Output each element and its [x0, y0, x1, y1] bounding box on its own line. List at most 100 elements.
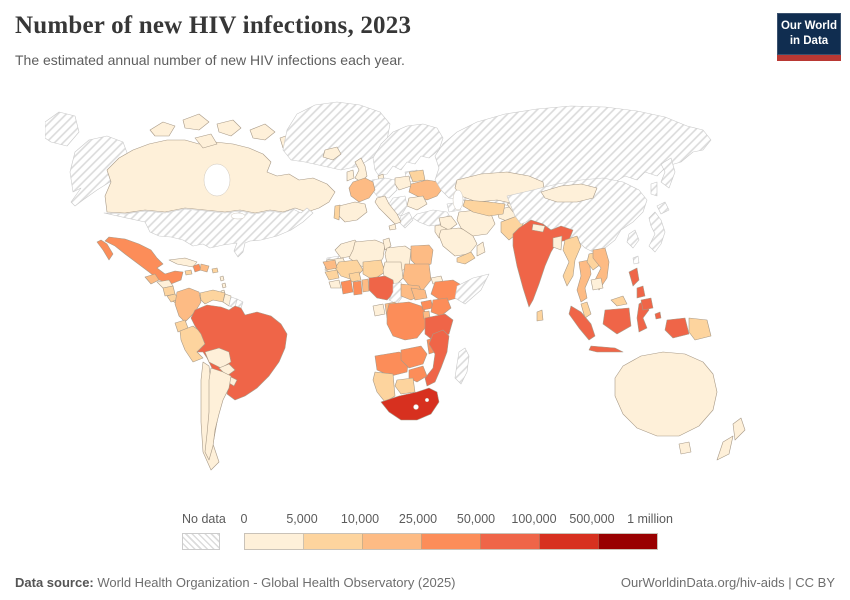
- country-belarus[interactable]: [408, 169, 426, 183]
- country-iceland[interactable]: [322, 146, 342, 161]
- country-egypt[interactable]: [410, 244, 434, 269]
- country-cuba[interactable]: [168, 257, 198, 268]
- country-argentina[interactable]: [204, 367, 232, 461]
- page-subtitle: The estimated annual number of new HIV i…: [15, 52, 405, 68]
- country-niger[interactable]: [362, 259, 386, 281]
- country-somalia[interactable]: [454, 273, 490, 305]
- country-mexico[interactable]: [104, 236, 184, 285]
- country-nordic[interactable]: [372, 123, 444, 177]
- country-south-africa[interactable]: [380, 387, 440, 421]
- legend-tick-label: 50,000: [456, 512, 496, 526]
- country-central-europe[interactable]: [370, 177, 398, 199]
- country-dominican-republic[interactable]: [199, 263, 210, 273]
- country-guatemala[interactable]: [144, 273, 160, 285]
- country-india[interactable]: [512, 219, 574, 308]
- country-dr-congo[interactable]: [386, 301, 428, 341]
- country-mozambique[interactable]: [424, 329, 450, 387]
- country-bolivia[interactable]: [204, 347, 232, 369]
- world-map[interactable]: [44, 100, 805, 500]
- country-sri-lanka[interactable]: [536, 309, 544, 322]
- country-zimbabwe[interactable]: [408, 365, 428, 383]
- country-cambodia[interactable]: [590, 277, 604, 291]
- owid-logo[interactable]: Our World in Data: [777, 13, 841, 61]
- country-kenya[interactable]: [430, 297, 452, 317]
- country-poland[interactable]: [394, 175, 412, 191]
- country-spain[interactable]: [336, 201, 368, 223]
- country-thailand[interactable]: [576, 259, 592, 303]
- country-nepal[interactable]: [531, 223, 546, 233]
- country-taiwan[interactable]: [632, 255, 640, 265]
- country-mongolia[interactable]: [540, 183, 598, 203]
- country-tunisia[interactable]: [382, 237, 392, 251]
- legend-no-data-label: No data: [182, 512, 226, 526]
- country-angola[interactable]: [374, 351, 410, 377]
- country-papua-new-guinea[interactable]: [688, 317, 712, 341]
- country-gabon[interactable]: [372, 303, 386, 317]
- country-uzbekistan-turkmenistan[interactable]: [462, 199, 506, 217]
- country-brazil[interactable]: [190, 304, 288, 401]
- country-malaysia[interactable]: [580, 295, 628, 319]
- country-mexico-baja[interactable]: [96, 239, 114, 261]
- legend-bin-2[interactable]: [363, 534, 422, 549]
- legend-bin-1[interactable]: [304, 534, 363, 549]
- country-madagascar[interactable]: [454, 347, 470, 385]
- eswatini: [424, 397, 430, 403]
- country-senegal[interactable]: [322, 259, 338, 271]
- country-namibia[interactable]: [372, 371, 396, 403]
- country-italy[interactable]: [374, 195, 402, 231]
- legend-no-data[interactable]: No data: [182, 512, 226, 550]
- country-greenland[interactable]: [282, 101, 391, 171]
- legend-no-data-swatch[interactable]: [182, 533, 220, 550]
- country-ghana[interactable]: [352, 280, 363, 296]
- country-russia-kamchatka[interactable]: [650, 157, 676, 197]
- lesotho: [413, 404, 419, 410]
- country-venezuela[interactable]: [199, 289, 226, 305]
- country-sierra-leone-liberia[interactable]: [328, 279, 342, 289]
- country-burkina-faso[interactable]: [348, 271, 362, 283]
- country-united-states[interactable]: [103, 207, 314, 258]
- legend-bin-0[interactable]: [245, 534, 304, 549]
- hudson-bay: [203, 163, 231, 197]
- legend-bin-3[interactable]: [422, 534, 481, 549]
- country-jamaica[interactable]: [184, 269, 193, 276]
- country-oman[interactable]: [476, 241, 486, 257]
- country-south-sudan[interactable]: [410, 287, 428, 301]
- owid-link[interactable]: OurWorldinData.org/hiv-aids | CC BY: [620, 575, 835, 590]
- country-canada-islands[interactable]: [149, 113, 308, 155]
- legend-tick-label: 0: [240, 512, 248, 526]
- country-japan[interactable]: [648, 201, 670, 253]
- country-botswana[interactable]: [394, 377, 416, 395]
- caspian-sea: [452, 189, 464, 211]
- country-portugal[interactable]: [333, 204, 341, 221]
- great-lakes: [230, 212, 246, 220]
- country-ireland[interactable]: [346, 169, 355, 182]
- country-korea[interactable]: [626, 229, 640, 249]
- country-romania[interactable]: [406, 195, 428, 211]
- country-togo-benin[interactable]: [361, 278, 370, 293]
- country-iraq[interactable]: [438, 215, 458, 231]
- legend-tick-label: 100,000: [511, 512, 557, 526]
- page-title: Number of new HIV infections, 2023: [15, 12, 412, 39]
- country-bangladesh[interactable]: [552, 235, 563, 251]
- legend-bin-4[interactable]: [481, 534, 540, 549]
- country-guinea[interactable]: [324, 269, 340, 281]
- country-puerto-rico[interactable]: [211, 267, 219, 274]
- legend-tick-label: 25,000: [398, 512, 438, 526]
- legend-bin-6[interactable]: [599, 534, 657, 549]
- country-uganda[interactable]: [420, 299, 434, 311]
- country-ukraine[interactable]: [408, 179, 444, 201]
- country-russia-east-wrap[interactable]: [44, 111, 80, 147]
- data-source: Data source: World Health Organization -…: [15, 575, 456, 590]
- country-zambia[interactable]: [400, 345, 428, 369]
- legend-bin-5[interactable]: [540, 534, 599, 549]
- data-source-label: Data source:: [15, 575, 94, 590]
- country-myanmar[interactable]: [562, 235, 582, 287]
- country-indonesia[interactable]: [568, 299, 690, 353]
- legend-tick-label: 10,000: [340, 512, 380, 526]
- country-yemen[interactable]: [456, 251, 476, 265]
- country-australia[interactable]: [614, 351, 718, 455]
- country-france[interactable]: [348, 177, 376, 203]
- country-philippines[interactable]: [628, 267, 654, 311]
- country-cote-divoire[interactable]: [340, 279, 354, 295]
- country-new-zealand[interactable]: [716, 417, 746, 461]
